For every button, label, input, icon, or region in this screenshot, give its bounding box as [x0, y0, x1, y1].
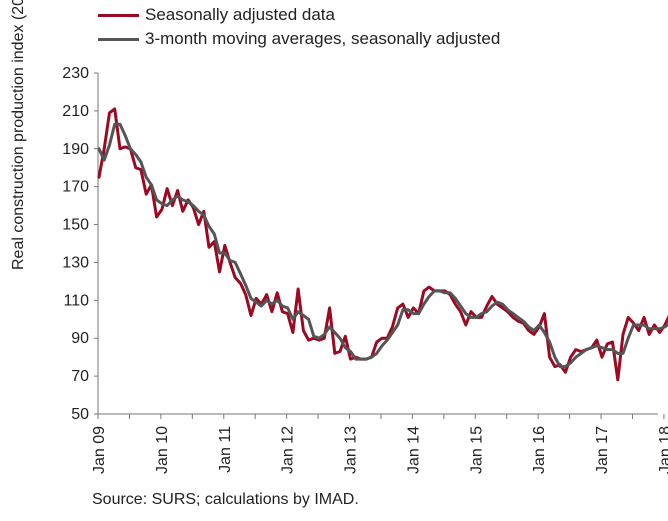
y-tick-label: 230	[62, 65, 89, 82]
y-axis-label: Real construction production index (2015…	[10, 0, 27, 270]
y-tick-label: 70	[71, 368, 89, 385]
y-tick-label: 150	[62, 217, 89, 234]
legend-item-seasonally-adjusted: Seasonally adjusted data	[98, 3, 500, 27]
legend-item-moving-average: 3-month moving averages, seasonally adju…	[98, 27, 500, 51]
series-line-seasonally-adjusted	[97, 107, 668, 382]
x-tick-label: Jan 09	[91, 426, 108, 474]
x-tick-label: Jan 10	[154, 426, 171, 474]
x-tick-label: Jan 11	[217, 426, 234, 473]
x-tick-label: Jan 15	[468, 426, 485, 474]
legend-label-moving-average: 3-month moving averages, seasonally adju…	[145, 29, 501, 48]
y-tick-label: 170	[62, 179, 89, 196]
legend-swatch-moving-average	[98, 37, 139, 41]
legend-swatch-seasonally-adjusted	[98, 13, 139, 17]
x-tick-label: Jan 13	[343, 426, 360, 474]
source-note: Source: SURS; calculations by IMAD.	[92, 491, 359, 508]
x-tick-label: Jan 12	[280, 426, 297, 474]
legend: Seasonally adjusted data 3-month moving …	[98, 3, 500, 51]
legend-label-seasonally-adjusted: Seasonally adjusted data	[145, 5, 335, 24]
x-tick-label: Jan 16	[531, 426, 548, 474]
y-tick-label: 210	[62, 103, 89, 120]
y-tick-label: 110	[63, 292, 89, 309]
x-tick-label: Jan 17	[594, 426, 611, 474]
x-tick-label: Jan 14	[405, 426, 422, 474]
y-tick-label: 50	[71, 406, 89, 423]
series-line-moving-average	[97, 122, 668, 369]
y-tick-label: 90	[71, 330, 89, 347]
y-tick-label: 130	[62, 254, 89, 271]
y-tick-label: 190	[62, 141, 89, 158]
x-tick-label: Jan 18	[657, 426, 668, 474]
